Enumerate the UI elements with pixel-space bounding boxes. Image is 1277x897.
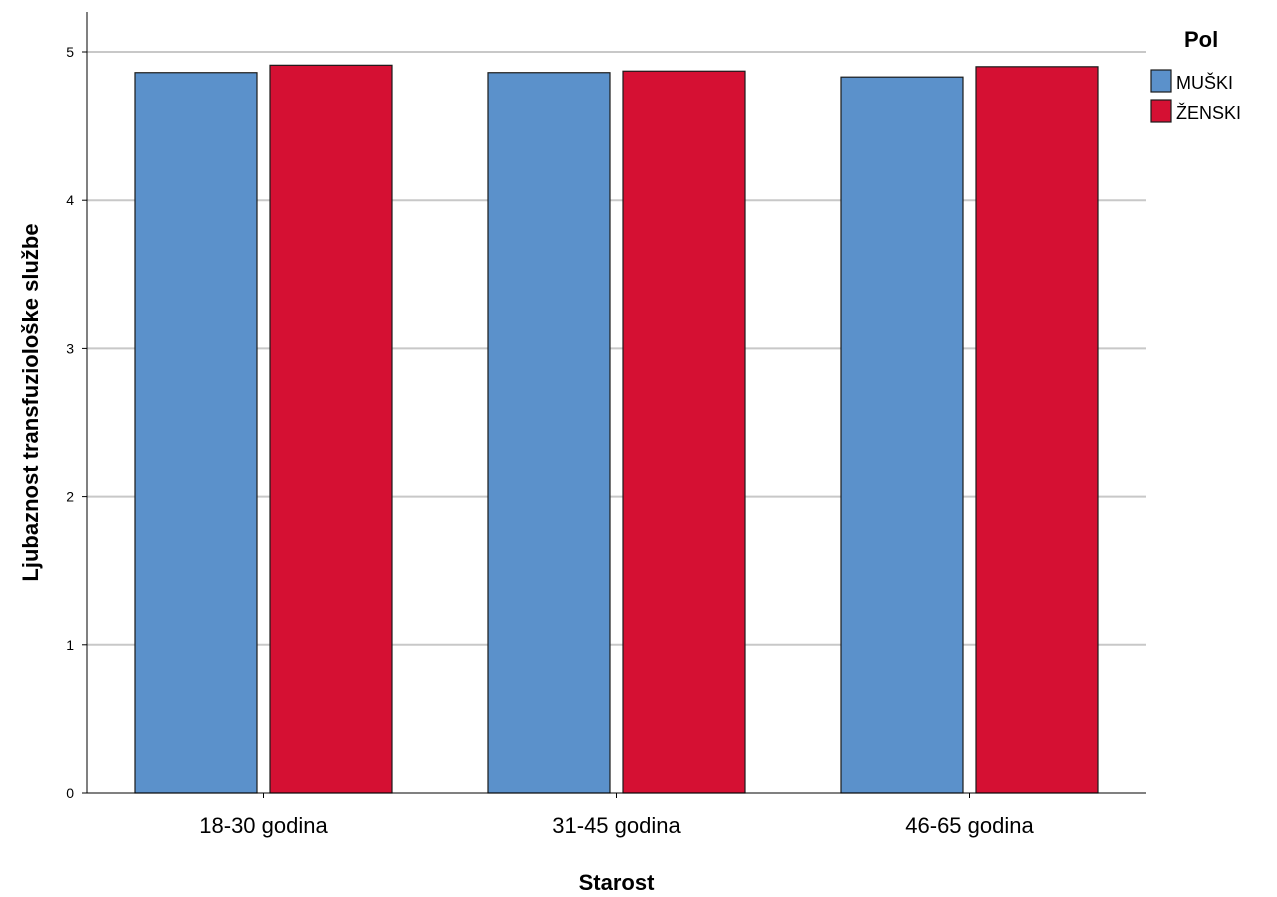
y-tick-label: 4 [66, 192, 74, 208]
y-tick-label: 2 [66, 489, 74, 505]
legend-label-zenski: ŽENSKI [1176, 103, 1241, 123]
x-category-label: 18-30 godina [199, 813, 328, 838]
y-axis-ticks: 0 1 2 3 4 5 [66, 44, 87, 801]
x-category-label: 46-65 godina [905, 813, 1034, 838]
x-axis-title: Starost [579, 870, 655, 895]
x-category-label: 31-45 godina [552, 813, 681, 838]
legend-label-muski: MUŠKI [1176, 72, 1233, 93]
bars [134, 64, 1099, 794]
legend-swatch-muski [1150, 69, 1172, 93]
legend-swatch-zenski [1150, 99, 1172, 123]
bar-zenski-1 [269, 64, 393, 794]
y-tick-label: 0 [66, 785, 74, 801]
bar-muski-3 [840, 76, 964, 794]
y-tick-label: 5 [66, 44, 74, 60]
y-axis-title: Ljubaznost transfuziološke službe [18, 223, 43, 581]
bar-muski-1 [134, 72, 258, 794]
legend: Pol MUŠKI ŽENSKI [1150, 27, 1241, 123]
legend-title: Pol [1184, 27, 1218, 52]
x-axis-categories: 18-30 godina 31-45 godina 46-65 godina [199, 793, 1034, 838]
bar-muski-2 [487, 72, 611, 794]
gridlines [87, 51, 1146, 646]
y-tick-label: 1 [66, 637, 74, 653]
bar-zenski-2 [622, 70, 746, 794]
bar-zenski-3 [975, 66, 1099, 794]
y-tick-label: 3 [66, 340, 74, 356]
